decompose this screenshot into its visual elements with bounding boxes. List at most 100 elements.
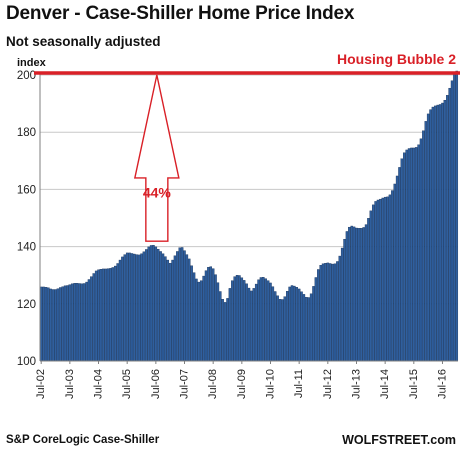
bar xyxy=(300,291,303,362)
x-tick-label: Jul-14 xyxy=(379,369,391,399)
bar xyxy=(166,259,170,362)
bar xyxy=(197,281,201,362)
bar xyxy=(278,299,282,362)
bar xyxy=(82,283,86,362)
bar xyxy=(307,297,310,362)
bar xyxy=(288,286,291,362)
y-tick-label: 140 xyxy=(17,242,36,254)
bar xyxy=(426,113,430,362)
bar xyxy=(209,266,213,362)
bar xyxy=(211,268,215,362)
bar xyxy=(340,247,344,362)
bar xyxy=(97,269,100,362)
bar xyxy=(228,288,232,362)
x-tick-label: Jul-09 xyxy=(236,369,248,399)
bar xyxy=(283,296,287,362)
bar xyxy=(44,287,48,362)
bar xyxy=(92,273,95,362)
bar xyxy=(121,256,124,362)
bar xyxy=(221,299,224,362)
y-tick-label: 160 xyxy=(17,184,36,196)
bar xyxy=(403,152,406,362)
bar xyxy=(395,175,399,362)
bar xyxy=(321,263,325,362)
bar xyxy=(367,218,370,362)
bar xyxy=(75,283,79,362)
bar xyxy=(326,262,330,362)
bar xyxy=(168,263,172,362)
bar xyxy=(78,283,81,362)
bar xyxy=(188,258,191,362)
bar xyxy=(450,80,454,362)
annotations: Housing Bubble 2 44% xyxy=(34,51,460,242)
publisher-brand: WOLFSTREET.com xyxy=(342,433,456,447)
bar xyxy=(90,276,93,362)
x-tick-label: Jul-13 xyxy=(350,369,362,399)
y-tick-labels: 100 120 140 160 180 200 xyxy=(17,70,36,368)
bar xyxy=(360,228,363,362)
bar xyxy=(371,204,375,362)
bar xyxy=(226,298,229,362)
bar-series xyxy=(39,70,459,362)
bar xyxy=(104,268,107,362)
bar xyxy=(56,288,60,362)
bar xyxy=(436,104,439,362)
bar xyxy=(434,105,437,362)
x-tick-label: Jul-02 xyxy=(35,369,47,399)
bar xyxy=(71,283,74,362)
x-tick-label: Jul-04 xyxy=(93,369,105,399)
bar xyxy=(149,245,153,362)
bar xyxy=(355,227,358,362)
bar xyxy=(293,285,296,362)
bar xyxy=(250,290,253,362)
bar xyxy=(171,259,174,362)
y-tick-label: 200 xyxy=(17,70,36,82)
bar xyxy=(405,149,408,362)
bar xyxy=(429,109,432,362)
bar xyxy=(331,263,334,362)
bar xyxy=(49,288,52,362)
bar xyxy=(123,254,127,362)
x-tick-label: Jul-08 xyxy=(207,369,219,399)
bar xyxy=(348,226,351,362)
bar xyxy=(173,255,177,362)
growth-arrow xyxy=(133,74,180,242)
bar xyxy=(231,280,234,362)
bar xyxy=(61,286,64,362)
bar xyxy=(443,99,447,362)
bar xyxy=(114,265,117,362)
bar xyxy=(271,286,275,362)
bar xyxy=(223,302,227,362)
bar xyxy=(133,253,136,362)
bar xyxy=(54,289,57,362)
bar xyxy=(338,255,341,362)
bar xyxy=(106,268,110,362)
bar xyxy=(383,196,387,362)
x-tick-label: Jul-15 xyxy=(408,369,420,399)
bar xyxy=(314,277,318,362)
bar xyxy=(438,104,442,362)
bar xyxy=(85,281,88,362)
bar xyxy=(116,263,119,362)
bar xyxy=(68,284,72,362)
bar xyxy=(400,158,404,362)
bar xyxy=(319,265,322,362)
bar xyxy=(178,247,181,362)
bar xyxy=(417,144,420,362)
bar xyxy=(47,287,50,362)
bar xyxy=(352,226,356,362)
bar xyxy=(309,293,313,362)
bar xyxy=(73,283,76,362)
bar xyxy=(125,252,129,362)
bar xyxy=(259,277,263,362)
bar xyxy=(219,291,222,362)
bar xyxy=(388,194,392,362)
bar xyxy=(176,251,179,362)
bar xyxy=(431,106,435,362)
bar xyxy=(343,238,346,362)
bar xyxy=(455,70,459,362)
bar xyxy=(128,252,131,362)
bar xyxy=(297,288,301,362)
bar xyxy=(130,253,134,362)
